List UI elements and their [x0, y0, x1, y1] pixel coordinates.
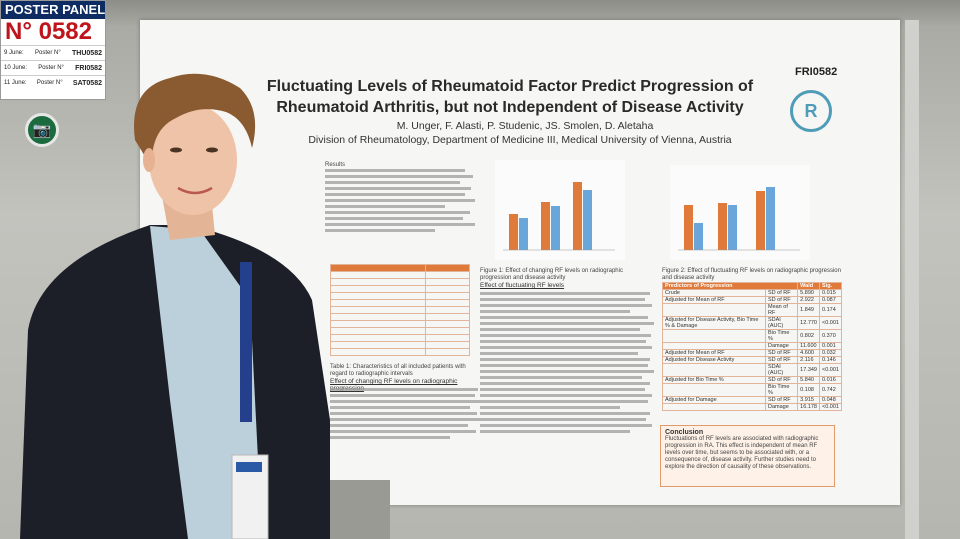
poster-title-line: Fluctuating Levels of Rheumatoid Factor … — [266, 78, 754, 95]
ear — [143, 148, 155, 172]
figure1-chart — [495, 160, 625, 260]
panel-day: 11 June: — [4, 80, 27, 86]
figure1-svg — [503, 182, 615, 251]
poster-authors: M. Unger, F. Alasti, P. Studenic, JS. Sm… — [396, 120, 654, 132]
fig1-bar — [541, 202, 550, 250]
figure2-chart — [670, 165, 810, 260]
fig1-bar — [573, 182, 582, 250]
figure2-svg — [678, 187, 800, 251]
panel-number: N° 0582 — [5, 18, 92, 45]
face — [149, 105, 237, 215]
fig1-bar — [519, 218, 528, 250]
panel-header: POSTER PANEL — [1, 1, 105, 19]
panel-row: 10 June: Poster N° FRI0582 — [1, 60, 105, 75]
panel-label: Poster N° — [36, 80, 63, 86]
section-fluct-heading: Effect of fluctuating RF levels — [480, 282, 565, 289]
panel-row: 11 June: Poster N° SAT0582 — [1, 75, 105, 90]
panel-code: SAT0582 — [72, 79, 102, 87]
panel-code: THU0582 — [72, 49, 102, 57]
table1-caption: Table 1: Characteristics of all included… — [330, 364, 466, 377]
panel-code: FRI0582 — [75, 64, 102, 72]
fluct-text — [480, 292, 655, 436]
table-row: Adjusted for Disease Activity, Bio Time … — [662, 316, 842, 330]
table-row: Adjusted for Mean of RF SD of RF 4.600 0.03… — [662, 349, 842, 357]
change-text — [330, 388, 480, 442]
panel-label: Poster N° — [34, 50, 61, 56]
panel-day: 10 June: — [4, 65, 28, 71]
left-eye — [170, 147, 182, 153]
rheumatology-logo-icon: R — [790, 90, 832, 132]
poster-code: FRI0582 — [795, 66, 838, 78]
poster-panel-sign: POSTER PANEL N° 0582 9 June: Poster N° T… — [0, 0, 106, 100]
table-characteristics — [330, 264, 470, 356]
fig2-bar — [694, 223, 703, 250]
table-row: Damage 16.178 <0.001 — [662, 403, 842, 411]
results-column: Results — [325, 162, 475, 235]
poster-title: Fluctuating Levels of Rheumatoid Factor … — [250, 76, 770, 118]
results-heading: Results — [325, 162, 346, 168]
conclusion-text: Fluctuations of RF levels are associated… — [665, 436, 819, 470]
fig2-bar — [684, 205, 693, 250]
camera-icon: 📷 — [25, 113, 59, 147]
background-legs — [330, 480, 390, 539]
fig2-bar — [718, 203, 727, 250]
panel-post — [905, 20, 919, 539]
panel-day: 9 June: — [4, 50, 24, 56]
panel-row: 9 June: Poster N° THU0582 — [1, 45, 105, 60]
conclusion-heading: Conclusion — [665, 429, 704, 436]
right-eye — [206, 147, 218, 153]
poster-affiliation: Division of Rheumatology, Department of … — [308, 134, 732, 146]
fig1-bar — [583, 190, 592, 250]
lanyard — [240, 262, 252, 422]
smile — [177, 186, 213, 195]
poster-title-line: Rheumatoid Arthritis, but not Independen… — [276, 99, 744, 116]
fig2-bar — [756, 191, 765, 250]
figure2-caption: Figure 2: Effect of fluctuating RF level… — [662, 268, 841, 281]
table-predictors: Predictors of Progression Wald Sig. Crud… — [661, 282, 842, 411]
curly-hair — [134, 73, 256, 168]
fig1-bar — [551, 206, 560, 250]
fig1-bar — [509, 214, 518, 250]
conclusion-box: Conclusion Fluctuations of RF levels are… — [660, 425, 835, 487]
fig2-bar — [728, 205, 737, 250]
figure1-caption: Figure 1: Effect of changing RF levels o… — [480, 268, 623, 281]
panel-label: Poster N° — [38, 65, 64, 71]
badge-stripe — [236, 462, 262, 472]
table-row: Mean of RF 1.849 0.174 — [662, 303, 842, 317]
fig2-bar — [766, 187, 775, 250]
